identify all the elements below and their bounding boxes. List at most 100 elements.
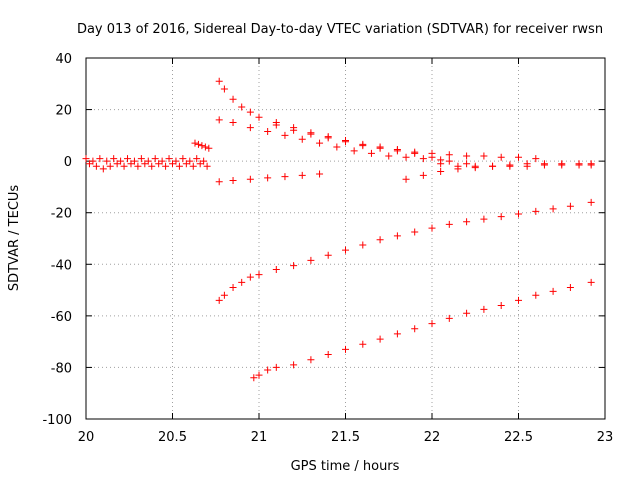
data-point-arc-9 bbox=[255, 271, 263, 279]
data-point-arc-4 bbox=[385, 152, 393, 160]
data-point-arc-9 bbox=[587, 198, 595, 206]
data-point-arc-7 bbox=[437, 167, 445, 175]
data-point-arc-10 bbox=[445, 314, 453, 322]
data-point-arc-1 bbox=[179, 155, 187, 163]
data-point-arc-9 bbox=[428, 224, 436, 232]
data-point-arc-10 bbox=[290, 361, 298, 369]
data-point-arc-5 bbox=[463, 152, 471, 160]
data-point-arc-1 bbox=[92, 162, 100, 170]
data-point-arc-1 bbox=[89, 157, 97, 165]
data-point-arc-4 bbox=[281, 131, 289, 139]
x-tick-label: 20 bbox=[78, 430, 95, 445]
chart-title: Day 013 of 2016, Sidereal Day-to-day VTE… bbox=[77, 22, 603, 37]
data-point-arc-9 bbox=[411, 228, 419, 236]
data-point-arc-6 bbox=[316, 170, 324, 178]
data-point-arc-1 bbox=[175, 162, 183, 170]
data-point-arc-8 bbox=[575, 161, 583, 169]
data-point-arc-7 bbox=[402, 175, 410, 183]
data-point-arc-1 bbox=[151, 155, 159, 163]
data-point-arc-1 bbox=[203, 162, 211, 170]
data-point-arc-6 bbox=[264, 174, 272, 182]
data-point-arc-5 bbox=[428, 149, 436, 157]
data-point-arc-10 bbox=[250, 374, 258, 382]
data-point-arc-1 bbox=[144, 157, 152, 165]
x-tick-label: 22.5 bbox=[504, 430, 533, 445]
y-tick-label: 0 bbox=[64, 155, 72, 170]
data-point-arc-4 bbox=[316, 139, 324, 147]
data-point-arc-1 bbox=[186, 157, 194, 165]
data-point-arc-10 bbox=[376, 335, 384, 343]
data-point-arc-10 bbox=[549, 287, 557, 295]
data-point-arc-1 bbox=[134, 162, 142, 170]
data-point-arc-1 bbox=[124, 155, 132, 163]
data-point-arc-7 bbox=[419, 171, 427, 179]
data-point-arc-10 bbox=[272, 363, 280, 371]
data-point-arc-1 bbox=[82, 155, 90, 163]
data-point-arc-6 bbox=[246, 175, 254, 183]
data-point-arc-8 bbox=[471, 162, 479, 170]
data-points bbox=[82, 77, 595, 382]
data-point-arc-8 bbox=[454, 162, 462, 170]
data-point-arc-9 bbox=[566, 202, 574, 210]
data-point-arc-10 bbox=[428, 320, 436, 328]
data-point-arc-5 bbox=[480, 152, 488, 160]
data-point-arc-5 bbox=[411, 148, 419, 156]
data-point-arc-5 bbox=[515, 153, 522, 161]
y-tick-label: -20 bbox=[51, 207, 72, 222]
x-tick-label: 23 bbox=[597, 430, 614, 445]
data-point-arc-10 bbox=[411, 325, 419, 333]
data-point-arc-10 bbox=[515, 296, 522, 304]
data-point-arc-9 bbox=[480, 215, 488, 223]
data-point-arc-5 bbox=[376, 143, 384, 151]
x-tick-label: 21.5 bbox=[331, 430, 360, 445]
data-point-arc-5 bbox=[497, 153, 505, 161]
y-tick-label: -40 bbox=[51, 258, 72, 273]
data-point-arc-2 bbox=[205, 144, 213, 152]
data-point-arc-4 bbox=[229, 118, 237, 126]
data-point-arc-5 bbox=[342, 137, 349, 145]
data-point-arc-9 bbox=[376, 236, 384, 244]
data-point-arc-4 bbox=[298, 135, 306, 143]
data-point-arc-9 bbox=[393, 232, 401, 240]
data-point-arc-4 bbox=[350, 147, 358, 155]
data-point-arc-3 bbox=[246, 108, 254, 116]
x-tick-labels: 20 20.5 21 21.5 22 22.5 23 bbox=[78, 430, 614, 445]
data-point-arc-9 bbox=[238, 278, 246, 286]
data-point-arc-5 bbox=[532, 155, 540, 163]
data-point-arc-9 bbox=[290, 262, 298, 270]
data-point-arc-1 bbox=[200, 157, 208, 165]
data-point-arc-5 bbox=[359, 140, 367, 148]
data-point-arc-1 bbox=[162, 162, 170, 170]
data-point-arc-10 bbox=[532, 291, 540, 299]
data-point-arc-9 bbox=[515, 210, 522, 218]
data-point-arc-2 bbox=[198, 142, 206, 150]
y-tick-label: -60 bbox=[51, 310, 72, 325]
data-point-arc-1 bbox=[106, 162, 114, 170]
data-point-arc-9 bbox=[307, 256, 315, 264]
data-point-arc-6 bbox=[298, 171, 306, 179]
data-point-arc-2 bbox=[194, 140, 202, 148]
data-point-arc-10 bbox=[342, 345, 349, 353]
x-axis-label: GPS time / hours bbox=[291, 459, 400, 474]
y-tick-label: 40 bbox=[55, 52, 72, 67]
data-point-arc-3 bbox=[445, 157, 453, 165]
data-point-arc-10 bbox=[480, 305, 488, 313]
data-point-arc-4 bbox=[264, 127, 272, 135]
data-point-arc-5 bbox=[307, 129, 315, 137]
data-point-arc-6 bbox=[281, 173, 289, 181]
data-point-arc-4 bbox=[333, 143, 341, 151]
data-point-arc-10 bbox=[463, 309, 471, 317]
data-point-arc-2 bbox=[191, 139, 199, 147]
data-point-arc-9 bbox=[463, 218, 471, 226]
data-point-arc-4 bbox=[367, 149, 375, 157]
data-point-arc-10 bbox=[255, 371, 263, 379]
data-point-arc-1 bbox=[99, 165, 107, 173]
data-point-arc-9 bbox=[342, 246, 349, 254]
data-point-arc-9 bbox=[445, 220, 453, 228]
data-point-arc-10 bbox=[587, 278, 595, 286]
data-point-arc-10 bbox=[566, 283, 574, 291]
data-point-arc-1 bbox=[193, 155, 201, 163]
data-point-arc-3 bbox=[215, 77, 223, 85]
data-point-arc-1 bbox=[110, 155, 118, 163]
